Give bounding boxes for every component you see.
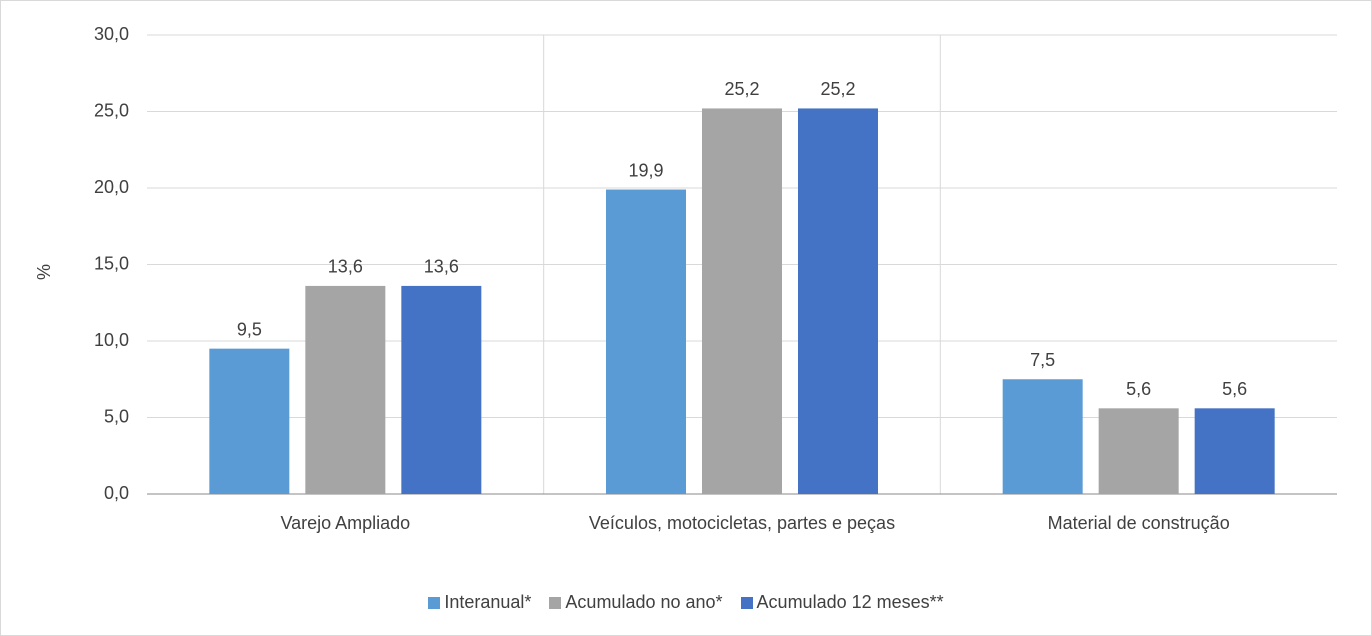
legend: Interanual* Acumulado no ano* Acumulado 12…	[0, 592, 1372, 613]
bar	[1098, 408, 1179, 494]
data-label: 19,9	[628, 160, 663, 180]
y-tick-label: 30,0	[94, 24, 129, 44]
data-label: 5,6	[1126, 379, 1151, 399]
data-label: 13,6	[424, 257, 459, 277]
legend-swatch	[549, 596, 562, 609]
legend-label: Acumulado 12 meses**	[756, 592, 944, 612]
y-tick-label: 25,0	[94, 100, 129, 120]
y-tick-label: 20,0	[94, 177, 129, 197]
x-tick-label: Material de construção	[1047, 513, 1230, 533]
legend-label: Interanual*	[444, 592, 532, 612]
bar	[401, 285, 482, 494]
legend-item: Acumulado 12 meses**	[740, 592, 944, 613]
legend-swatch	[740, 596, 753, 609]
data-label: 9,5	[237, 319, 262, 339]
legend-item: Acumulado no ano*	[549, 592, 723, 613]
bar	[702, 108, 782, 494]
x-tick-label: Varejo Ampliado	[280, 513, 411, 533]
y-axis-label: %	[34, 264, 54, 280]
y-tick-label: 5,0	[104, 406, 129, 426]
legend-label: Acumulado no ano*	[565, 592, 723, 612]
legend-item: Interanual*	[428, 592, 531, 613]
y-tick-label: 15,0	[94, 253, 129, 273]
bar	[305, 285, 386, 494]
bar	[798, 108, 878, 494]
y-tick-label: 0,0	[104, 483, 129, 503]
bar	[209, 348, 290, 494]
data-label: 25,2	[820, 79, 855, 99]
data-label: 13,6	[328, 257, 363, 277]
data-label: 25,2	[724, 79, 759, 99]
data-label: 5,6	[1222, 379, 1247, 399]
y-tick-label: 10,0	[94, 330, 129, 350]
x-tick-label: Veículos, motocicletas, partes e peças	[588, 513, 896, 533]
bar	[606, 189, 686, 494]
legend-swatch	[428, 596, 441, 609]
data-label: 7,5	[1030, 350, 1055, 370]
bar	[1002, 379, 1083, 494]
bar	[1194, 408, 1275, 494]
